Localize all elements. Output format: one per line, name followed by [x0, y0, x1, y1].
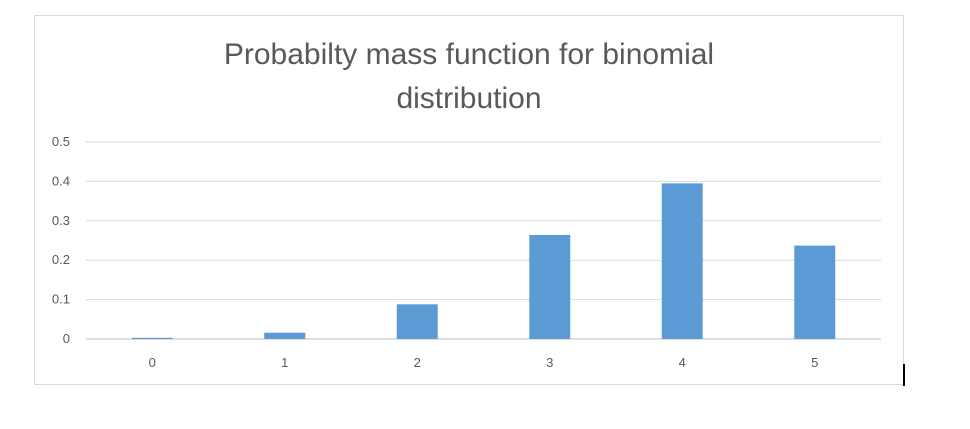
bar-0 — [131, 337, 173, 339]
bar-4 — [661, 183, 703, 339]
y-tick-label: 0.5 — [52, 134, 70, 149]
bar-layer — [131, 183, 836, 339]
chart-title: Probabilty mass function for binomial di… — [34, 33, 904, 121]
chart-title-line-1: Probabilty mass function for binomial — [223, 38, 715, 71]
y-tick-label: 0.3 — [52, 213, 70, 228]
bar-3 — [529, 234, 571, 339]
x-tick-label: 2 — [414, 355, 421, 370]
y-tick-label: 0.1 — [52, 292, 70, 307]
x-tick-label: 3 — [546, 355, 553, 370]
y-tick-label: 0.2 — [52, 252, 70, 267]
x-axis-ticks: 0 1 2 3 4 5 — [149, 355, 819, 370]
bar-2 — [396, 304, 438, 339]
y-tick-label: 0 — [63, 331, 70, 346]
chart-title-line-2: distribution — [396, 82, 542, 115]
x-tick-label: 0 — [149, 355, 156, 370]
x-tick-label: 1 — [281, 355, 288, 370]
x-tick-label: 5 — [811, 355, 818, 370]
y-tick-label: 0.4 — [52, 173, 70, 188]
grid-layer — [86, 141, 881, 340]
y-axis-ticks: 0 0.1 0.2 0.3 0.4 0.5 — [52, 134, 70, 346]
bar-5 — [794, 245, 836, 339]
chart-frame — [34, 15, 904, 385]
bar-1 — [264, 332, 306, 339]
x-tick-label: 4 — [679, 355, 686, 370]
text-cursor-mark — [903, 364, 905, 386]
